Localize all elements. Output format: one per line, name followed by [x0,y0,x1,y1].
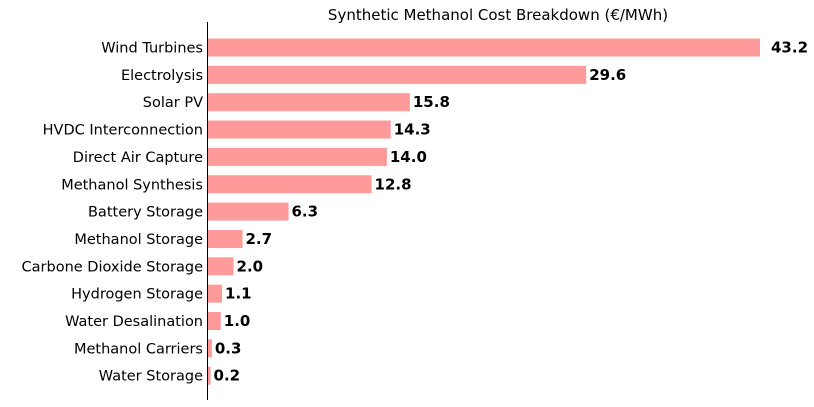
value-label-hydrogen-storage: 1.1 [225,285,252,303]
bar-methanol-synthesis [208,175,372,194]
category-label-hvdc-interconnection: HVDC Interconnection [43,123,203,139]
bar-direct-air-capture [208,147,387,166]
category-label-water-storage: Water Storage [99,369,203,385]
value-label-battery-storage: 6.3 [292,203,319,221]
category-label-electrolysis: Electrolysis [121,68,203,84]
value-label-hvdc-interconnection: 14.3 [394,121,431,139]
category-label-carbone-dioxide-storage: Carbone Dioxide Storage [22,259,204,275]
category-label-methanol-synthesis: Methanol Synthesis [61,177,203,193]
category-label-direct-air-capture: Direct Air Capture [73,150,203,166]
category-label-methanol-carriers: Methanol Carriers [74,341,203,357]
value-label-carbone-dioxide-storage: 2.0 [237,257,264,275]
bar-water-desalination [208,312,221,330]
value-labels: 43.2 29.6 15.8 14.3 14.0 12.8 6.3 2.7 2.0 1.1 1.0 0… [214,39,808,385]
bar-solar-pv [208,93,410,112]
chart-title: Synthetic Methanol Cost Breakdown (€/MWh… [328,6,668,24]
category-label-water-desalination: Water Desalination [65,314,203,330]
bar-carbone-dioxide-storage [208,257,234,276]
value-label-methanol-storage: 2.7 [246,230,273,248]
category-label-wind-turbines: Wind Turbines [101,41,203,57]
value-label-methanol-carriers: 0.3 [215,339,242,357]
category-labels: Wind Turbines Electrolysis Solar PV HVDC In… [22,41,204,385]
bar-water-storage [208,366,211,385]
bar-methanol-carriers [208,339,212,358]
bar-methanol-storage [208,229,243,248]
category-label-methanol-storage: Methanol Storage [74,232,203,248]
bar-wind-turbines [208,38,760,57]
value-label-direct-air-capture: 14.0 [390,148,427,166]
bar-electrolysis [208,65,587,84]
value-label-methanol-synthesis: 12.8 [375,175,412,193]
category-label-hydrogen-storage: Hydrogen Storage [71,287,203,303]
bar-hydrogen-storage [208,284,223,303]
value-label-water-desalination: 1.0 [224,312,251,330]
value-label-wind-turbines: 43.2 [771,39,808,57]
bars-group [208,38,760,385]
value-label-solar-pv: 15.8 [413,93,450,111]
category-label-battery-storage: Battery Storage [88,205,203,221]
bar-hvdc-interconnection [208,120,391,139]
bar-battery-storage [208,202,289,221]
value-label-electrolysis: 29.6 [589,66,626,84]
category-label-solar-pv: Solar PV [143,95,203,111]
value-label-water-storage: 0.2 [214,367,241,385]
